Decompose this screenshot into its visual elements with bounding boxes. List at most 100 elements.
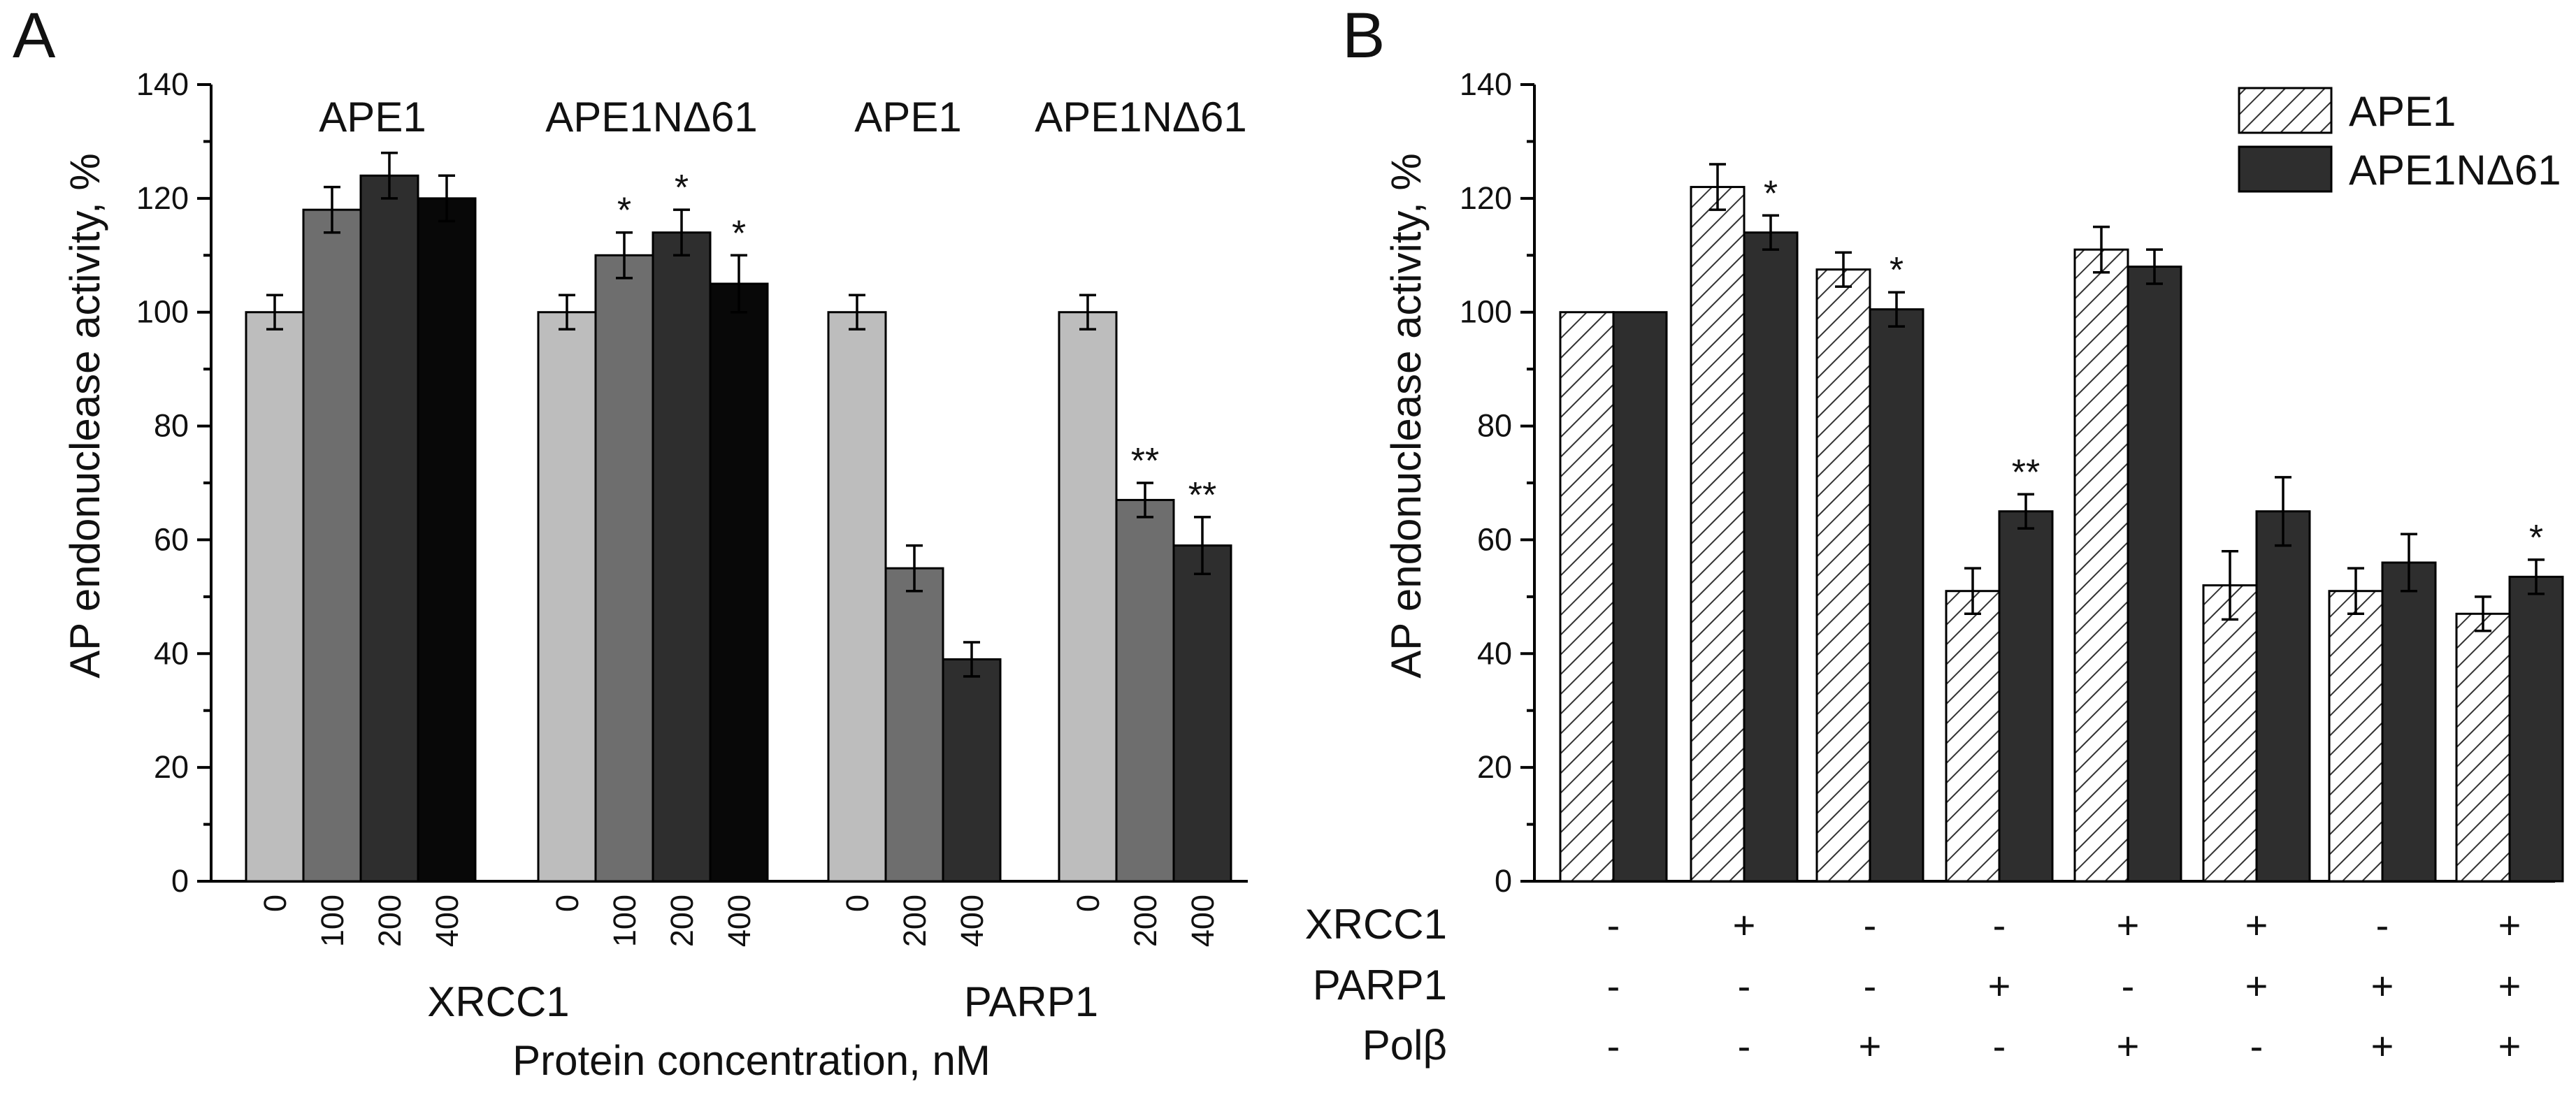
panel-a-y-tick-label: 60 xyxy=(154,521,189,557)
panel-b-y-tick-label: 120 xyxy=(1460,180,1512,216)
bar-b-ape1-4 xyxy=(1945,590,2001,883)
bar-b-ape1nd61-6 xyxy=(2255,510,2311,883)
panel-a-y-tick-label: 20 xyxy=(154,749,189,785)
significance-marker: * xyxy=(617,191,631,231)
panel-a-y-tick-label: 80 xyxy=(154,408,189,444)
condition-symbol: - xyxy=(1993,1024,2006,1068)
condition-symbol: + xyxy=(2371,964,2394,1008)
panel-a-y-tick-label: 40 xyxy=(154,635,189,671)
concentration-label: 200 xyxy=(897,895,933,947)
significance-marker: ** xyxy=(2012,452,2040,493)
panel-b-y-tick-label: 20 xyxy=(1477,749,1512,785)
panel-b-letter: B xyxy=(1342,0,1385,71)
panel-a-y-tick-label: 100 xyxy=(136,294,189,330)
concentration-label: 100 xyxy=(315,895,350,947)
condition-symbol: + xyxy=(2245,903,2268,947)
legend-swatch-ape1nd61 xyxy=(2238,145,2333,193)
bar-a-g3-400 xyxy=(1172,544,1232,883)
group-title-ape1-xrcc1: APE1 xyxy=(319,94,426,140)
condition-symbol: - xyxy=(1738,1024,1751,1068)
bar-b-ape1nd61-7 xyxy=(2381,561,2437,883)
bar-b-ape1-1 xyxy=(1559,311,1615,883)
bar-b-ape1-7 xyxy=(2328,590,2384,883)
legend-swatch-ape1 xyxy=(2238,87,2333,134)
panel-a-y-tick-label: 140 xyxy=(136,66,189,102)
concentration-label: 400 xyxy=(721,895,757,947)
significance-marker: * xyxy=(675,168,689,208)
condition-symbol: - xyxy=(1607,1024,1620,1068)
panel-b-y-tick-label: 40 xyxy=(1477,635,1512,671)
panel-a-letter: A xyxy=(13,0,56,71)
condition-symbol: + xyxy=(2117,1024,2140,1068)
bar-b-ape1-8 xyxy=(2455,612,2511,883)
condition-label-polb: Polβ xyxy=(1362,1022,1447,1069)
significance-marker: * xyxy=(1890,250,1904,291)
condition-symbol: + xyxy=(2498,1024,2521,1068)
significance-marker: ** xyxy=(1188,475,1216,516)
condition-symbol: + xyxy=(2245,964,2268,1008)
condition-symbol: - xyxy=(1607,903,1620,947)
condition-label-xrcc1: XRCC1 xyxy=(1305,901,1447,948)
condition-symbol: + xyxy=(2371,1024,2394,1068)
panel-a-y-tick-label: 0 xyxy=(171,863,189,899)
bar-a-g0-400 xyxy=(417,197,477,883)
concentration-label: 100 xyxy=(607,895,642,947)
concentration-label: 400 xyxy=(429,895,465,947)
condition-symbol: - xyxy=(1993,903,2006,947)
panel-b-y-tick-label: 140 xyxy=(1460,66,1512,102)
bar-a-g2-0 xyxy=(827,311,887,883)
bar-b-ape1-2 xyxy=(1690,186,1746,883)
concentration-label: 0 xyxy=(549,895,585,912)
condition-symbol: - xyxy=(2250,1024,2264,1068)
concentration-label: 0 xyxy=(257,895,293,912)
condition-symbol: - xyxy=(1607,964,1620,1008)
condition-symbol: - xyxy=(1864,903,1877,947)
protein-label-parp1: PARP1 xyxy=(964,978,1098,1025)
protein-label-xrcc1: XRCC1 xyxy=(427,978,569,1025)
condition-symbol: - xyxy=(2122,964,2135,1008)
condition-symbol: + xyxy=(2117,903,2140,947)
bar-a-g1-0 xyxy=(537,311,597,883)
concentration-label: 200 xyxy=(664,895,700,947)
condition-symbol: + xyxy=(2498,964,2521,1008)
condition-symbol: - xyxy=(1738,964,1751,1008)
bar-b-ape1nd61-2 xyxy=(1743,231,1799,883)
group-title-ape1nd61-parp1: APE1NΔ61 xyxy=(1035,94,1247,140)
group-title-ape1-parp1: APE1 xyxy=(854,94,961,140)
bar-a-g1-400 xyxy=(709,282,769,883)
significance-marker: * xyxy=(732,213,746,254)
bar-b-ape1-3 xyxy=(1815,268,1871,883)
panel-a-y-tick-label: 120 xyxy=(136,180,189,216)
panel-b-ylabel: AP endonuclease activity, % xyxy=(1383,153,1430,679)
bar-b-ape1nd61-4 xyxy=(1998,510,2054,883)
legend-label-ape1: APE1 xyxy=(2349,88,2456,135)
bar-a-g1-200 xyxy=(652,231,712,883)
condition-symbol: + xyxy=(1733,903,1756,947)
panel-a-ylabel: AP endonuclease activity, % xyxy=(62,153,108,679)
concentration-label: 200 xyxy=(1128,895,1163,947)
significance-marker: ** xyxy=(1131,441,1159,482)
panel-b-y-tick-label: 0 xyxy=(1495,863,1512,899)
condition-symbol: - xyxy=(2376,903,2389,947)
significance-marker: * xyxy=(1764,173,1778,214)
bar-b-ape1nd61-8 xyxy=(2508,575,2564,883)
bar-b-ape1nd61-1 xyxy=(1612,311,1668,883)
concentration-label: 400 xyxy=(1185,895,1221,947)
panel-b-y-tick-label: 60 xyxy=(1477,521,1512,557)
concentration-label: 0 xyxy=(840,895,875,912)
bar-a-g0-100 xyxy=(302,208,362,883)
condition-symbol: + xyxy=(1988,964,2011,1008)
panel-a-plot: 0 20 40 60 80 100 120 140 0 100 200 400 0 * 100 * 200 * 40… xyxy=(136,66,1248,947)
bar-a-g2-400 xyxy=(942,658,1002,883)
concentration-label: 0 xyxy=(1070,895,1106,912)
bar-a-g1-100 xyxy=(594,254,654,883)
concentration-label: 200 xyxy=(372,895,408,947)
bar-b-ape1nd61-3 xyxy=(1869,308,1924,883)
panel-b-y-tick-label: 80 xyxy=(1477,408,1512,444)
bar-a-g3-0 xyxy=(1058,311,1118,883)
condition-symbol: + xyxy=(1859,1024,1882,1068)
significance-marker: * xyxy=(2529,518,2543,558)
bar-a-g2-200 xyxy=(884,567,944,883)
